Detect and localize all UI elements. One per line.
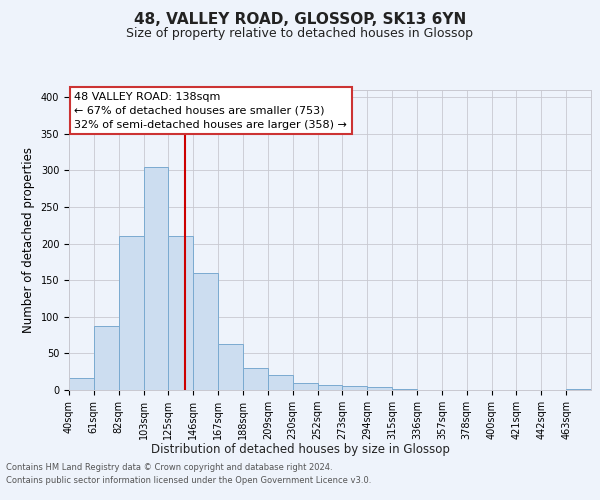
Text: Contains HM Land Registry data © Crown copyright and database right 2024.: Contains HM Land Registry data © Crown c… xyxy=(6,464,332,472)
Bar xyxy=(293,382,317,390)
Bar xyxy=(94,326,119,390)
Bar xyxy=(392,388,417,390)
Bar xyxy=(367,387,392,390)
Bar xyxy=(343,386,367,390)
Bar xyxy=(119,236,143,390)
Text: Distribution of detached houses by size in Glossop: Distribution of detached houses by size … xyxy=(151,442,449,456)
Bar xyxy=(143,167,169,390)
Bar xyxy=(69,378,94,390)
Text: Contains public sector information licensed under the Open Government Licence v3: Contains public sector information licen… xyxy=(6,476,371,485)
Bar xyxy=(218,344,243,390)
Text: Size of property relative to detached houses in Glossop: Size of property relative to detached ho… xyxy=(127,28,473,40)
Bar xyxy=(193,273,218,390)
Bar xyxy=(268,376,293,390)
Y-axis label: Number of detached properties: Number of detached properties xyxy=(22,147,35,333)
Bar xyxy=(317,385,343,390)
Bar xyxy=(169,236,193,390)
Bar xyxy=(243,368,268,390)
Text: 48, VALLEY ROAD, GLOSSOP, SK13 6YN: 48, VALLEY ROAD, GLOSSOP, SK13 6YN xyxy=(134,12,466,28)
Bar xyxy=(566,388,591,390)
Text: 48 VALLEY ROAD: 138sqm
← 67% of detached houses are smaller (753)
32% of semi-de: 48 VALLEY ROAD: 138sqm ← 67% of detached… xyxy=(74,92,347,130)
